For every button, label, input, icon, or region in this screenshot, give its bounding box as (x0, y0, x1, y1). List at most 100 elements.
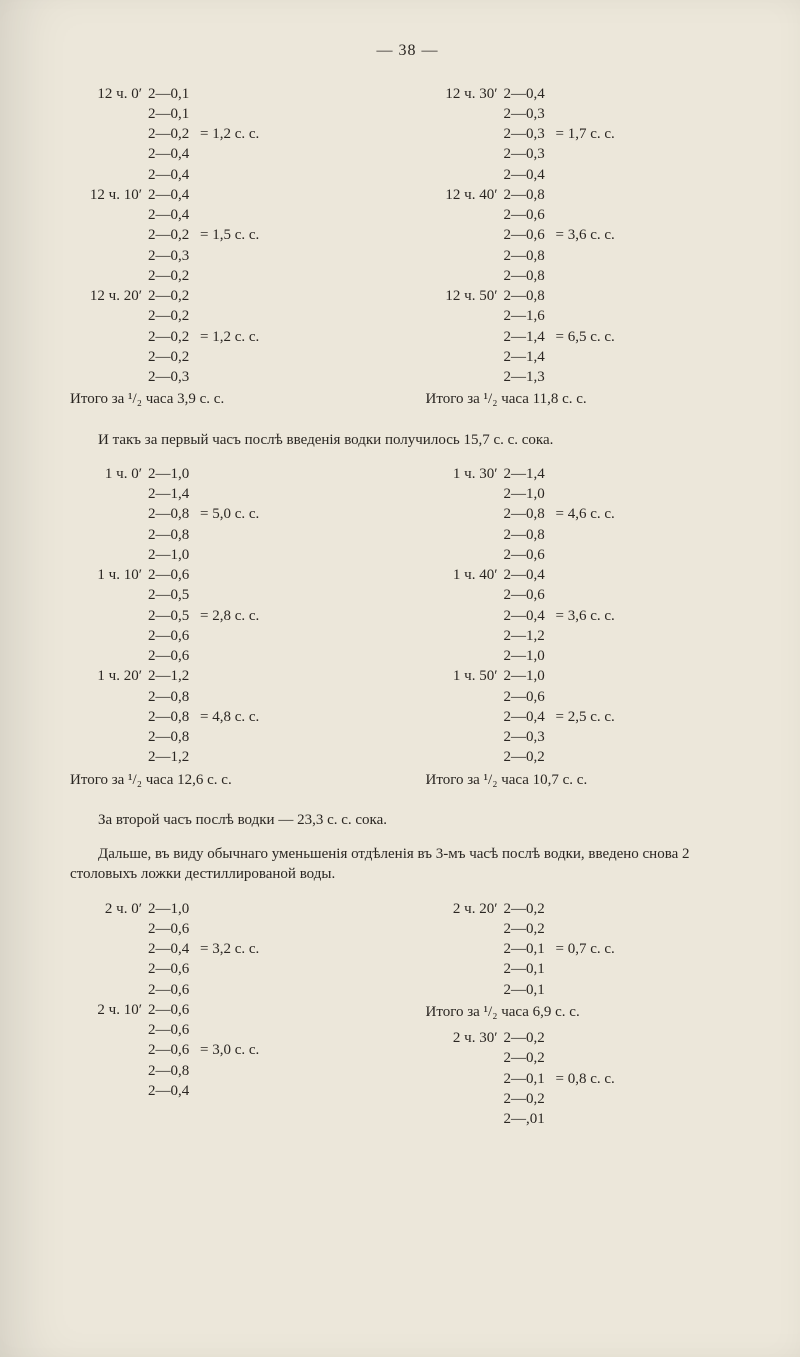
value: 2—1,4 (504, 464, 556, 484)
value: 2—0,8 (504, 286, 556, 306)
value: 2—1,0 (504, 666, 556, 686)
measurement-group: 12 ч. 20′2—0,22—0,22—0,2 = 1,2 с. с.2—0,… (70, 286, 390, 387)
value: 2—0,2 (148, 124, 200, 144)
value: 2—1,2 (148, 666, 200, 686)
value: 2—0,4 (148, 185, 200, 205)
value: 2—0,4 (148, 205, 200, 225)
value: 2—0,6 (148, 1040, 200, 1060)
equals-sum: = 3,6 с. с. (556, 606, 615, 626)
equals-sum: = 2,5 с. с. (556, 707, 615, 727)
measurement-group: 1 ч. 30′2—1,42—1,02—0,8 = 4,6 с. с.2—0,8… (426, 464, 746, 565)
value-row: 2—1,2 (504, 626, 746, 646)
value-row: 2—0,3 (504, 104, 746, 124)
half-hour-total: Итого за ¹/₂ часа 11,8 с. с. (426, 389, 746, 409)
half-hour-total: Итого за ¹/₂ часа 12,6 с. с. (70, 770, 390, 790)
value-row: 2—0,1 = 0,8 с. с. (504, 1069, 746, 1089)
measurement-group: 1 ч. 20′2—1,22—0,82—0,8 = 4,8 с. с.2—0,8… (70, 666, 390, 767)
value-list: 2—0,22—0,22—0,2 = 1,2 с. с.2—0,22—0,3 (148, 286, 390, 387)
value-list: 2—0,22—0,22—0,1 = 0,7 с. с.2—0,12—0,1 (504, 899, 746, 1000)
value-row: 2—1,0 (148, 464, 390, 484)
value: 2—0,6 (148, 919, 200, 939)
value-row: 2—0,4 (504, 565, 746, 585)
value: 2—0,1 (504, 1069, 556, 1089)
value-row: 2—0,6 (148, 626, 390, 646)
value: 2—0,4 (148, 1081, 200, 1101)
half-hour-total: Итого за ¹/₂ часа 10,7 с. с. (426, 770, 746, 790)
value: 2—0,6 (148, 1000, 200, 1020)
value: 2—0,8 (504, 525, 556, 545)
value: 2—0,6 (504, 545, 556, 565)
page: — 38 — 12 ч. 0′2—0,12—0,12—0,2 = 1,2 с. … (0, 0, 800, 1357)
value-row: 2—0,4 (148, 144, 390, 164)
time-label: 2 ч. 30′ (426, 1028, 504, 1129)
value-row: 2—0,4 = 3,2 с. с. (148, 939, 390, 959)
value-row: 2—0,8 (504, 185, 746, 205)
value-row: 2—0,8 (504, 286, 746, 306)
value-row: 2—0,8 (148, 727, 390, 747)
measurement-group: 2 ч. 30′2—0,22—0,22—0,1 = 0,8 с. с.2—0,2… (426, 1028, 746, 1129)
value-row: 2—0,6 (148, 565, 390, 585)
value-row: 2—0,2 (148, 306, 390, 326)
value-row: 2—0,4 = 2,5 с. с. (504, 707, 746, 727)
value-row: 2—1,4 (148, 484, 390, 504)
measurement-group: 12 ч. 0′2—0,12—0,12—0,2 = 1,2 с. с.2—0,4… (70, 84, 390, 185)
measurement-group: 1 ч. 0′2—1,02—1,42—0,8 = 5,0 с. с.2—0,82… (70, 464, 390, 565)
value: 2—0,2 (148, 286, 200, 306)
value: 2—0,4 (504, 606, 556, 626)
value-row: 2—0,6 (504, 545, 746, 565)
time-label: 2 ч. 0′ (70, 899, 148, 1000)
value: 2—0,6 (148, 626, 200, 646)
interstitial-2: За второй часъ послѣ водки — 23,3 с. с. … (70, 810, 745, 830)
equals-sum: = 0,7 с. с. (556, 939, 615, 959)
value-row: 2—0,8 (148, 525, 390, 545)
half-hour-total: Итого за ¹/₂ часа 6,9 с. с. (426, 1002, 746, 1022)
value-row: 2—0,6 = 3,6 с. с. (504, 225, 746, 245)
value: 2—0,2 (504, 899, 556, 919)
measurement-group: 2 ч. 0′2—1,02—0,62—0,4 = 3,2 с. с.2—0,62… (70, 899, 390, 1000)
value-row: 2—0,4 = 3,6 с. с. (504, 606, 746, 626)
interstitial-1: И такъ за первый часъ послѣ введенія вод… (70, 430, 745, 450)
time-label: 12 ч. 10′ (70, 185, 148, 286)
value: 2—0,8 (148, 525, 200, 545)
value: 2—0,8 (148, 707, 200, 727)
value-row: 2—0,3 (148, 367, 390, 387)
value: 2—0,6 (148, 959, 200, 979)
value: 2—0,5 (148, 585, 200, 605)
value: 2—0,1 (148, 104, 200, 124)
time-label: 1 ч. 10′ (70, 565, 148, 666)
value: 2—0,4 (148, 939, 200, 959)
value-row: 2—0,5 (148, 585, 390, 605)
value-row: 2—0,5 = 2,8 с. с. (148, 606, 390, 626)
value-row: 2—0,3 (504, 144, 746, 164)
time-label: 12 ч. 0′ (70, 84, 148, 185)
value-row: 2—0,2 (504, 747, 746, 767)
value: 2—0,3 (504, 124, 556, 144)
value-row: 2—0,6 (148, 959, 390, 979)
value-list: 2—0,42—0,42—0,2 = 1,5 с. с.2—0,32—0,2 (148, 185, 390, 286)
section-1: 12 ч. 0′2—0,12—0,1 2—0,2 = 1,2 с. с. 2—0,4… (70, 84, 745, 416)
value-row: 2—0,4 (148, 1081, 390, 1101)
section-1-right: 12 ч. 30′2—0,42—0,32—0,3 = 1,7 с. с.2—0,… (426, 84, 746, 416)
value-row: 2—1,0 (148, 899, 390, 919)
value: 2—0,6 (148, 646, 200, 666)
value-row: 2—0,6 (504, 585, 746, 605)
value-row: 2—0,6 (148, 919, 390, 939)
value: 2—0,1 (504, 939, 556, 959)
interstitial-3: Дальше, въ виду обычнаго уменьшенія отдѣ… (70, 844, 745, 885)
value: 2—0,2 (504, 747, 556, 767)
value-list: 2—1,42—1,02—0,8 = 4,6 с. с.2—0,82—0,6 (504, 464, 746, 565)
value-row: 2—0,1 = 0,7 с. с. (504, 939, 746, 959)
section-3-left: 2 ч. 0′2—1,02—0,62—0,4 = 3,2 с. с.2—0,62… (70, 899, 390, 1130)
value: 2—1,3 (504, 367, 556, 387)
equals-sum: = 1,7 с. с. (556, 124, 615, 144)
value: 2—0,1 (148, 84, 200, 104)
value: 2—0,6 (504, 687, 556, 707)
value-row: 2—0,2 = 1,2 с. с. (148, 327, 390, 347)
section-2-right: 1 ч. 30′2—1,42—1,02—0,8 = 4,6 с. с.2—0,8… (426, 464, 746, 796)
value-row: 2—0,8 (148, 687, 390, 707)
measurement-group: 1 ч. 50′2—1,02—0,62—0,4 = 2,5 с. с.2—0,3… (426, 666, 746, 767)
value: 2—0,5 (148, 606, 200, 626)
half-hour-total: Итого за ¹/₂ часа 3,9 с. с. (70, 389, 390, 409)
time-label: 1 ч. 50′ (426, 666, 504, 767)
value-row: 2—1,4 (504, 464, 746, 484)
